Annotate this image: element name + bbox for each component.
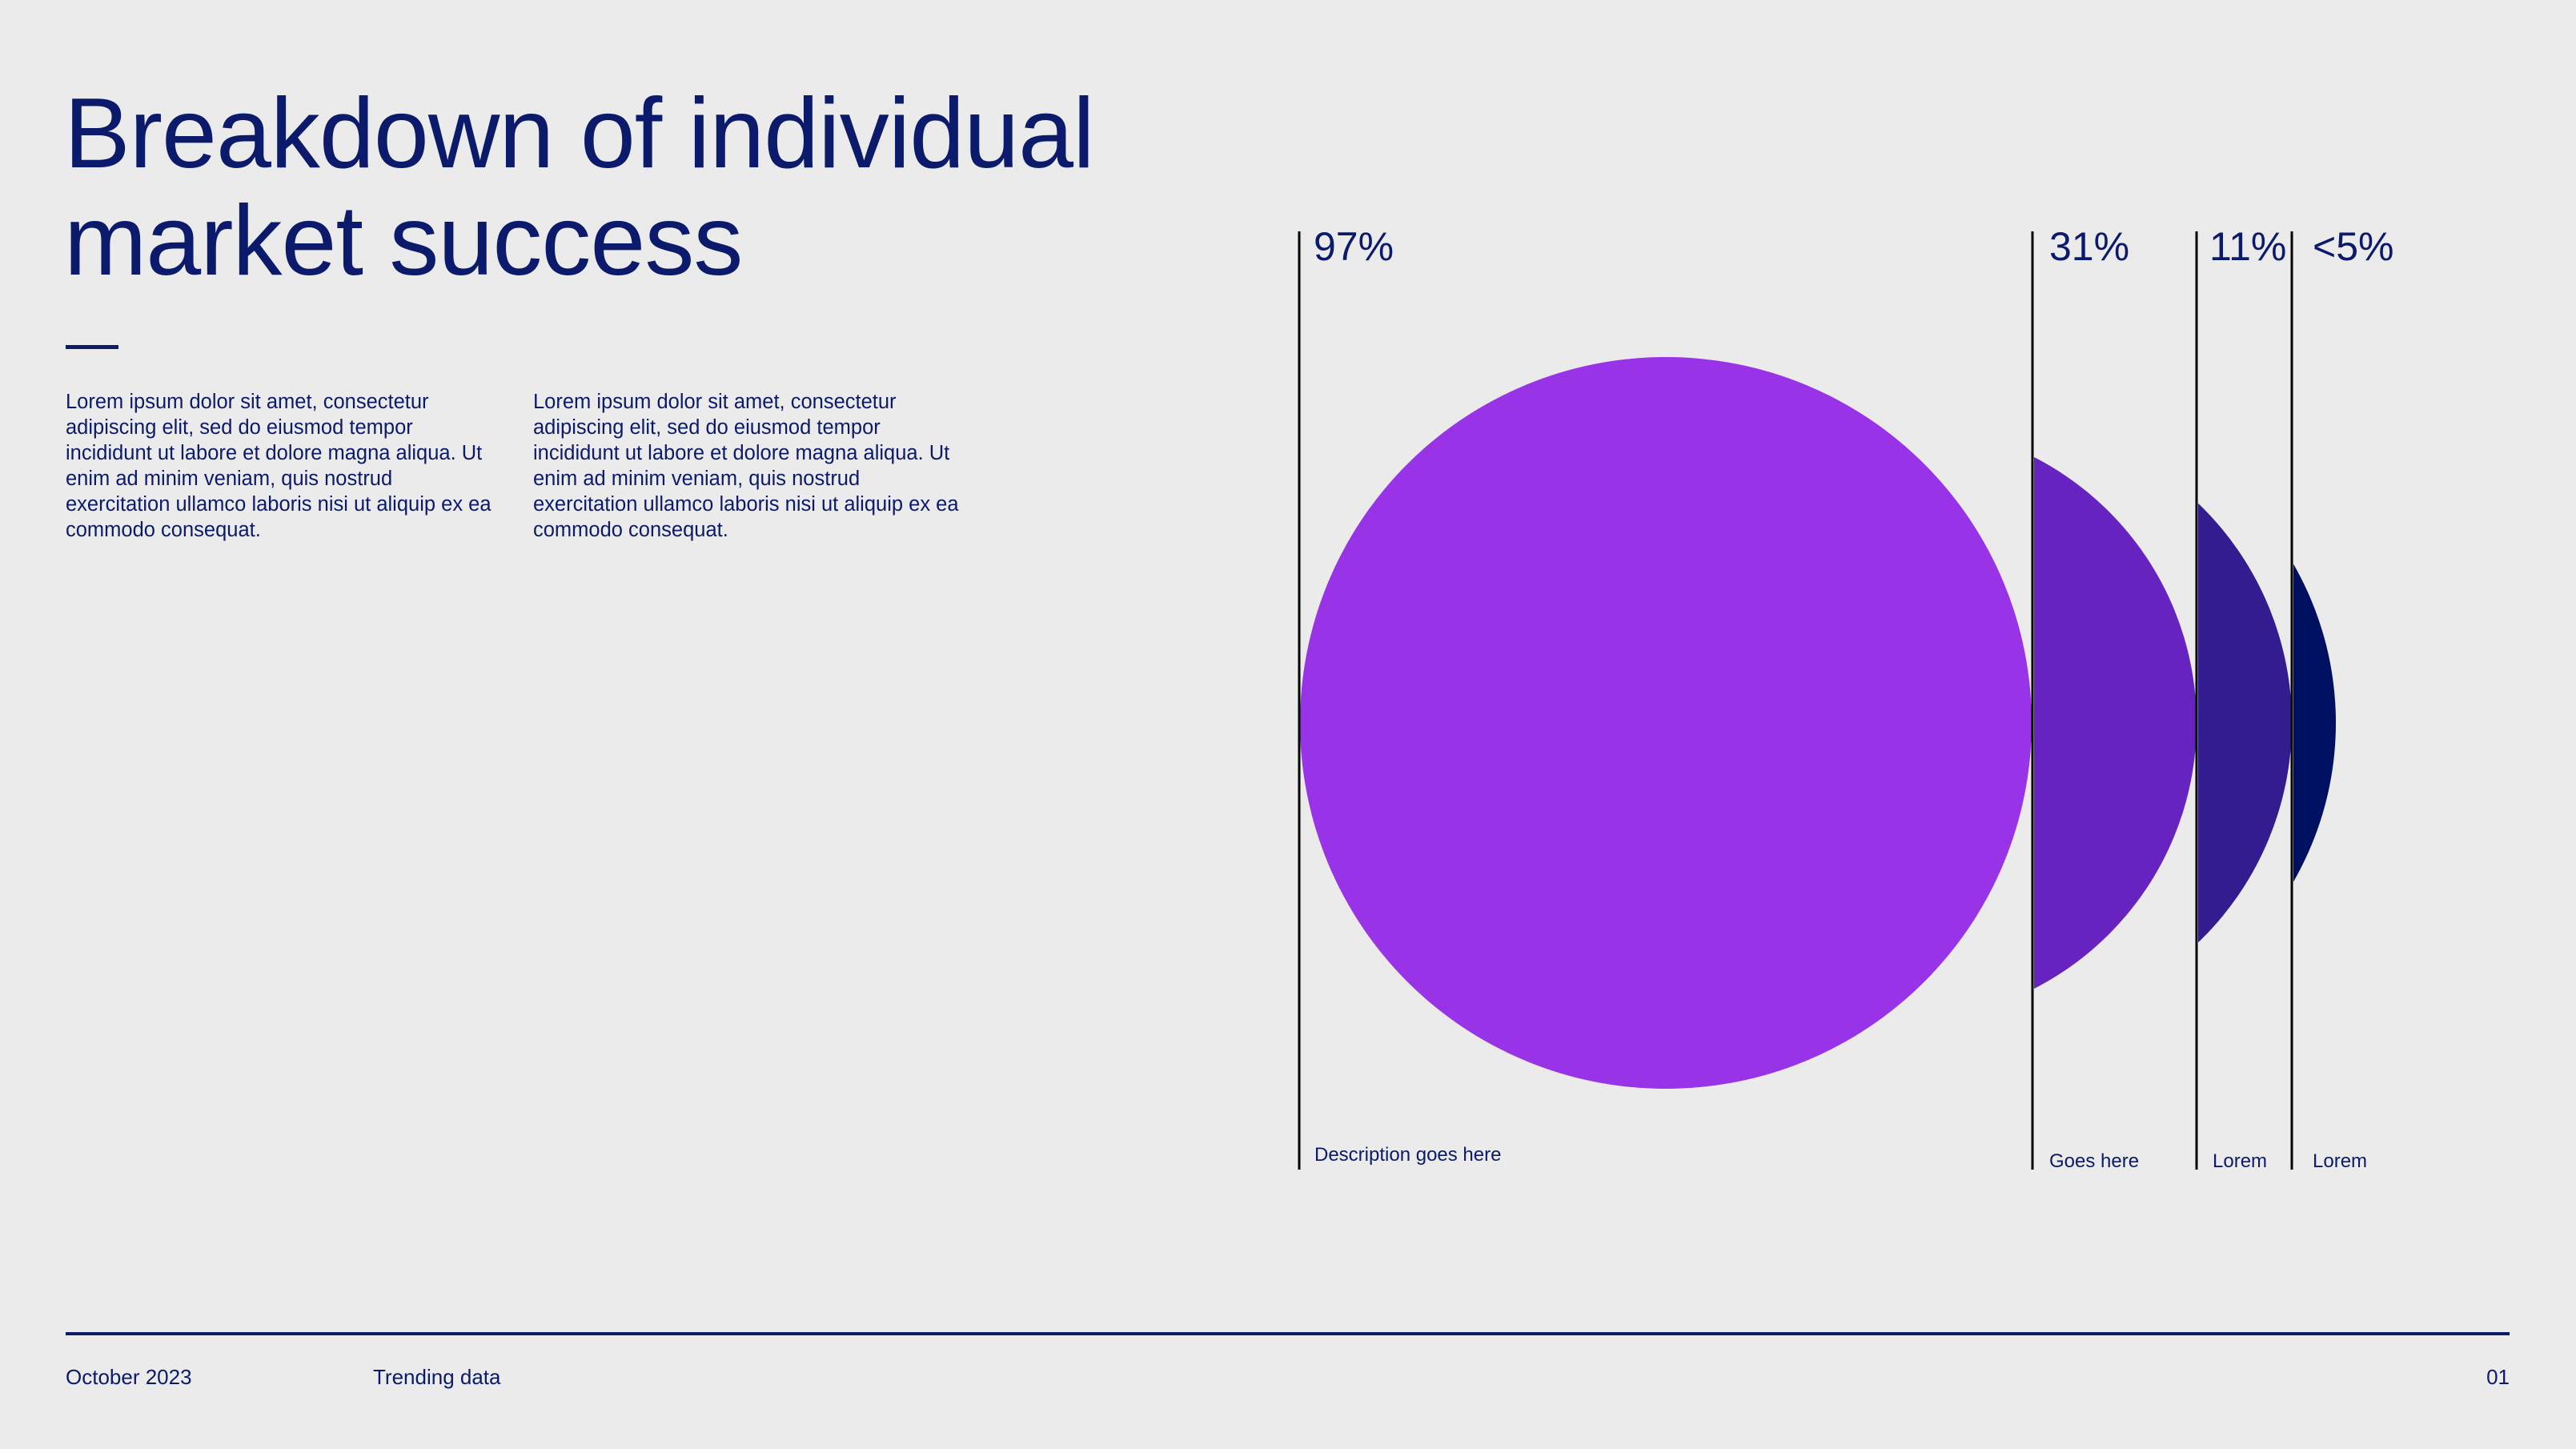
title-line-1: Breakdown of individual (64, 78, 1095, 189)
caption-under-5: Lorem (2313, 1150, 2368, 1172)
value-label-31: 31% (2049, 224, 2130, 269)
footer-section: Trending data (373, 1365, 501, 1389)
title-divider (66, 345, 118, 349)
caption-11: Lorem (2213, 1150, 2268, 1172)
caption-31: Goes here (2049, 1150, 2140, 1172)
value-label-97: 97% (1314, 224, 1394, 269)
bubble-31 (2034, 457, 2197, 989)
caption-97: Description goes here (1314, 1144, 1502, 1166)
title-line-2: market success (64, 186, 743, 296)
bubble-97 (1300, 357, 2032, 1089)
page-title: Breakdown of individual market success (64, 80, 1265, 295)
page-number: 01 (2486, 1365, 2510, 1389)
footer-divider (66, 1332, 2510, 1335)
value-label-under-5: <5% (2313, 224, 2394, 269)
footer-date: October 2023 (66, 1365, 192, 1389)
bubble-11 (2198, 503, 2292, 943)
value-label-11: 11% (2209, 224, 2287, 269)
body-text-column-2: Lorem ipsum dolor sit amet, consectetur … (533, 391, 959, 541)
body-text-column-1: Lorem ipsum dolor sit amet, consectetur … (66, 391, 492, 541)
bubble-under-5 (2293, 564, 2336, 882)
